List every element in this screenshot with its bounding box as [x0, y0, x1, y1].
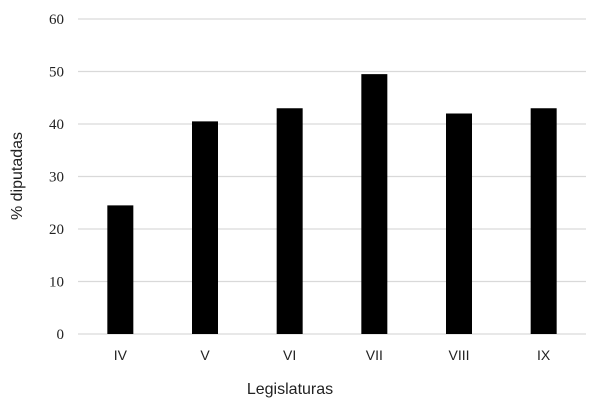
x-tick-label: V: [200, 347, 210, 363]
bars: [107, 74, 557, 334]
y-tick-label: 30: [49, 170, 64, 186]
x-axis-ticks: IV V VI VII VIII IX: [114, 347, 551, 363]
y-tick-label: 0: [57, 327, 65, 343]
x-tick-label: IV: [114, 347, 128, 363]
x-tick-label: VIII: [448, 347, 469, 363]
x-tick-label: VII: [366, 347, 383, 363]
x-tick-label: VI: [283, 347, 296, 363]
bar-v: [192, 121, 218, 334]
y-axis-title: % diputadas: [9, 132, 26, 220]
bar-ix: [530, 108, 557, 334]
y-tick-label: 40: [49, 117, 64, 133]
y-tick-label: 20: [49, 222, 64, 238]
y-tick-label: 50: [49, 65, 64, 81]
bar-iv: [107, 205, 134, 334]
x-tick-label: IX: [537, 347, 551, 363]
y-tick-label: 10: [49, 275, 64, 291]
y-tick-label: 60: [49, 12, 64, 28]
bar-vii: [361, 74, 388, 334]
bar-vi: [276, 108, 303, 334]
gridlines: [78, 18, 586, 335]
y-axis-ticks: 0 10 20 30 40 50 60: [49, 12, 64, 343]
x-axis-title: Legislaturas: [247, 381, 333, 398]
bar-viii: [446, 113, 472, 334]
